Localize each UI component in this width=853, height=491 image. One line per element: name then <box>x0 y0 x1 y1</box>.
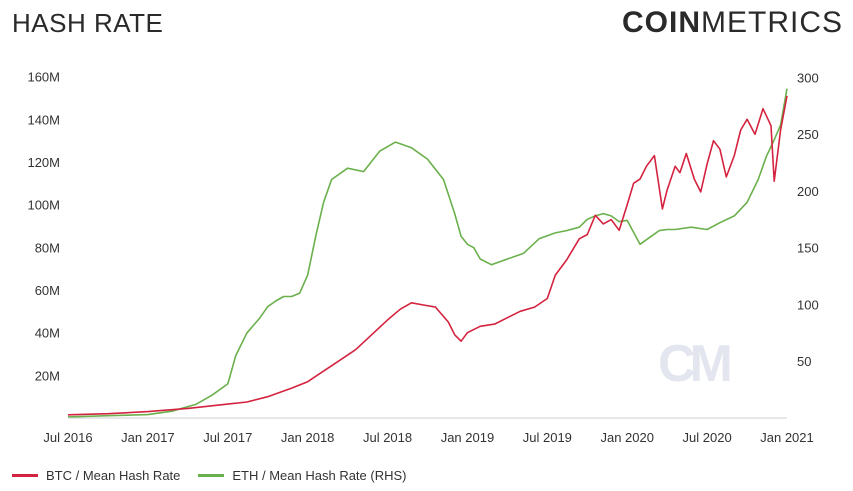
x-tick-label: Jul 2017 <box>203 430 252 445</box>
hash-rate-chart: Jul 2016 Jan 2017 Jul 2017 Jan 2018 Jul 2018… <box>27 70 819 445</box>
page-title: HASH RATE <box>12 8 164 38</box>
legend-label-eth: ETH / Mean Hash Rate (RHS) <box>232 468 407 483</box>
x-tick-label: Jan 2017 <box>121 430 175 445</box>
legend-item-eth[interactable]: ETH / Mean Hash Rate (RHS) <box>198 468 407 483</box>
y-left-tick-label: 40M <box>35 326 60 341</box>
y-left-tick-label: 160M <box>27 70 60 85</box>
y-right-tick-label: 250 <box>797 127 819 142</box>
logo-part-coin: COIN <box>622 6 701 39</box>
y-right-tick-label: 150 <box>797 241 819 256</box>
y-left-tick-label: 100M <box>27 198 60 213</box>
x-tick-label: Jul 2018 <box>363 430 412 445</box>
x-tick-label: Jan 2020 <box>600 430 654 445</box>
x-tick-label: Jan 2018 <box>281 430 335 445</box>
eth-series-line <box>67 88 788 418</box>
btc-series-line <box>67 95 788 416</box>
y-right-tick-label: 200 <box>797 184 819 199</box>
x-tick-label: Jul 2019 <box>523 430 572 445</box>
logo-part-metrics: METRICS <box>701 6 843 39</box>
legend-label-btc: BTC / Mean Hash Rate <box>46 468 181 483</box>
y-right-tick-label: 50 <box>797 354 811 369</box>
y-left-tick-label: 140M <box>27 112 60 127</box>
y-left-tick-label: 80M <box>35 240 60 255</box>
y-right-tick-label: 100 <box>797 297 819 312</box>
x-tick-label: Jan 2019 <box>441 430 495 445</box>
y-axis-right: 50 100 150 200 250 300 <box>797 70 819 369</box>
x-tick-label: Jul 2016 <box>43 430 92 445</box>
x-axis: Jul 2016 Jan 2017 Jul 2017 Jan 2018 Jul 2018… <box>43 417 814 445</box>
legend-swatch-btc <box>12 474 38 477</box>
cm-watermark: CM <box>658 335 733 393</box>
coinmetrics-logo: COINMETRICS <box>622 6 843 40</box>
legend-swatch-eth <box>198 474 225 477</box>
legend: BTC / Mean Hash Rate ETH / Mean Hash Rat… <box>12 468 407 483</box>
x-tick-label: Jul 2020 <box>683 430 732 445</box>
y-axis-left: 20M 40M 60M 80M 100M 120M 140M 160M <box>27 70 60 384</box>
y-left-tick-label: 120M <box>27 155 60 170</box>
y-left-tick-label: 60M <box>35 283 60 298</box>
legend-item-btc[interactable]: BTC / Mean Hash Rate <box>12 468 180 483</box>
x-tick-label: Jan 2021 <box>760 430 814 445</box>
y-left-tick-label: 20M <box>35 368 60 383</box>
series-lines <box>67 88 788 418</box>
y-right-tick-label: 300 <box>797 70 819 85</box>
